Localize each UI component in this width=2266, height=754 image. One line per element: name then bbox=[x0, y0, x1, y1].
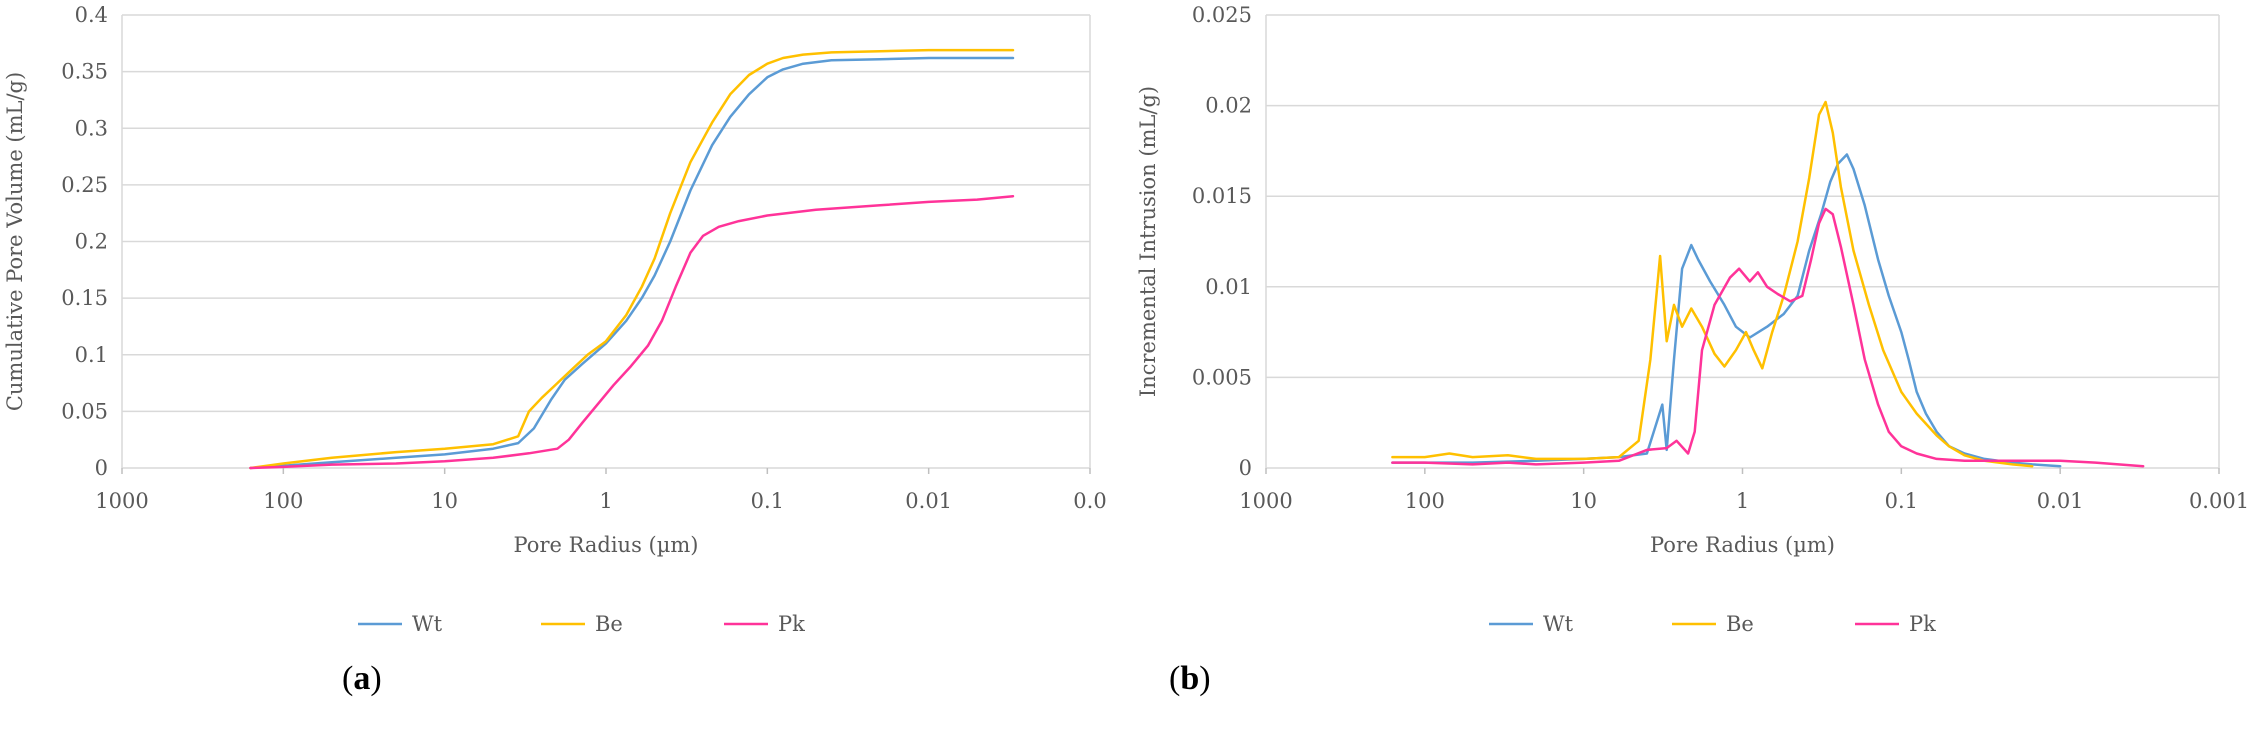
y-axis-title: Incremental Intrusion (mL/g) bbox=[1136, 86, 1160, 397]
x-axis-title: Pore Radius (µm) bbox=[1650, 533, 1835, 557]
x-tick-label: 1 bbox=[1736, 489, 1749, 513]
legend-label-pk: Pk bbox=[778, 612, 805, 636]
y-tick-label: 0.005 bbox=[1192, 365, 1252, 389]
panel-label-a: (a) bbox=[342, 660, 382, 697]
y-tick-label: 0.4 bbox=[75, 3, 108, 27]
y-tick-label: 0.02 bbox=[1205, 94, 1252, 118]
x-tick-label: 0.1 bbox=[751, 489, 784, 513]
x-tick-label: 0.0 bbox=[1073, 489, 1106, 513]
x-tick-label: 0.01 bbox=[905, 489, 952, 513]
series-line-pk bbox=[1391, 207, 2145, 468]
x-tick-label: 10 bbox=[1570, 489, 1597, 513]
legend-label-be: Be bbox=[595, 612, 623, 636]
x-axis-title: Pore Radius (µm) bbox=[514, 533, 699, 557]
series-line-be bbox=[249, 48, 1015, 470]
y-tick-label: 0.25 bbox=[61, 173, 108, 197]
y-tick-label: 0.01 bbox=[1205, 275, 1252, 299]
y-tick-label: 0.015 bbox=[1192, 184, 1252, 208]
x-tick-label: 1 bbox=[599, 489, 612, 513]
panel-label-b: (b) bbox=[1169, 660, 1211, 697]
y-tick-label: 0 bbox=[1239, 456, 1252, 480]
incremental-intrusion-chart: 0 0.005 0.01 0.015 0.02 0.025 1000 100 10 1 0.1 0.0… bbox=[1136, 3, 2249, 636]
x-tick-label: 100 bbox=[263, 489, 303, 513]
cumulative-pore-volume-chart: 0 0.05 0.1 0.15 0.2 0.25 0.3 0.35 0.4 1000 100 10 1 0… bbox=[3, 3, 1107, 636]
legend: Wt Be Pk bbox=[358, 612, 805, 636]
legend-label-wt: Wt bbox=[412, 612, 443, 636]
x-tick-label: 0.1 bbox=[1885, 489, 1918, 513]
series-line-be bbox=[1391, 100, 2034, 468]
chart-panel-a: 0 0.05 0.1 0.15 0.2 0.25 0.3 0.35 0.4 1000 100 10 1 0… bbox=[3, 3, 1107, 697]
y-tick-label: 0.2 bbox=[75, 230, 108, 254]
x-tick-label: 0.01 bbox=[2037, 489, 2084, 513]
x-tick-label: 1000 bbox=[95, 489, 148, 513]
series-line-pk bbox=[249, 194, 1015, 470]
x-tick-label: 1000 bbox=[1239, 489, 1292, 513]
series-line-wt bbox=[249, 56, 1015, 470]
y-tick-label: 0.05 bbox=[61, 399, 108, 423]
legend-label-pk: Pk bbox=[1909, 612, 1936, 636]
legend-label-wt: Wt bbox=[1543, 612, 1574, 636]
series-line-wt bbox=[1391, 153, 2062, 468]
legend-label-be: Be bbox=[1726, 612, 1754, 636]
y-tick-label: 0.35 bbox=[61, 60, 108, 84]
y-axis-title: Cumulative Pore Volume (mL/g) bbox=[3, 72, 27, 411]
legend: Wt Be Pk bbox=[1489, 612, 1936, 636]
y-tick-label: 0.025 bbox=[1192, 3, 1252, 27]
x-tick-label: 0.001 bbox=[2189, 489, 2249, 513]
x-tick-label: 100 bbox=[1405, 489, 1445, 513]
y-tick-label: 0 bbox=[95, 456, 108, 480]
chart-panel-b: 0 0.005 0.01 0.015 0.02 0.025 1000 100 10 1 0.1 0.0… bbox=[1133, 0, 2266, 754]
y-tick-label: 0.3 bbox=[75, 116, 108, 140]
y-tick-label: 0.15 bbox=[61, 286, 108, 310]
y-tick-label: 0.1 bbox=[75, 343, 108, 367]
x-tick-label: 10 bbox=[431, 489, 458, 513]
